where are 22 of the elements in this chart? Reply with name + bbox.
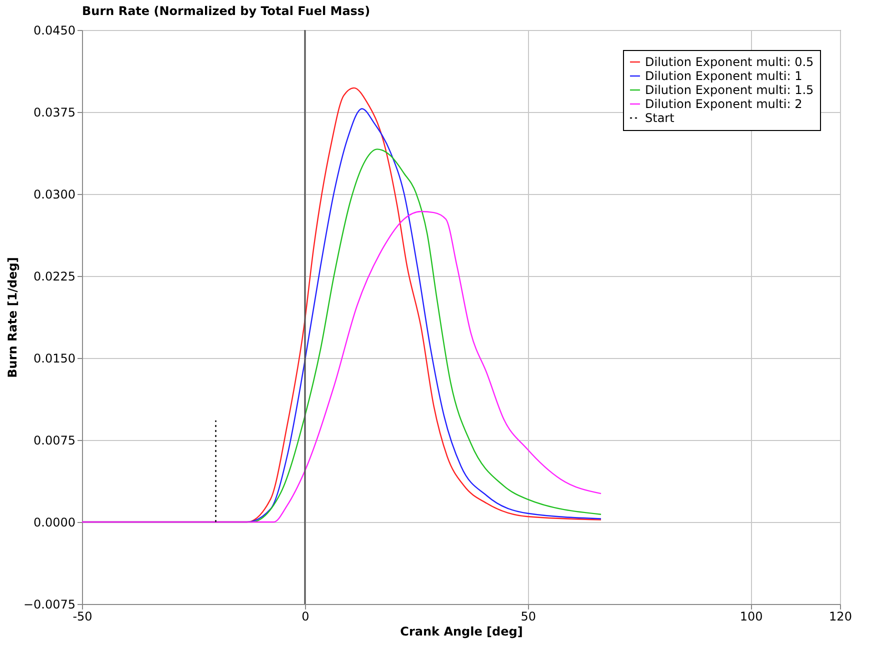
y-tick-label: −0.0075 — [23, 598, 76, 612]
y-tick-label: 0.0150 — [34, 352, 76, 366]
chart-title: Burn Rate (Normalized by Total Fuel Mass) — [82, 4, 370, 18]
y-tick-label: 0.0300 — [34, 188, 76, 202]
legend-label: Dilution Exponent multi: 1.5 — [645, 83, 814, 97]
legend-label: Dilution Exponent multi: 0.5 — [645, 55, 814, 69]
x-tick-label: 100 — [740, 610, 763, 624]
x-tick-label: 0 — [302, 610, 310, 624]
y-tick-label: 0.0075 — [34, 434, 76, 448]
legend-label: Dilution Exponent multi: 1 — [645, 69, 802, 83]
y-axis-title: Burn Rate [1/deg] — [5, 257, 20, 378]
x-tick-label: 120 — [829, 610, 852, 624]
x-axis-title: Crank Angle [deg] — [400, 624, 523, 638]
y-tick-label: 0.0000 — [34, 516, 76, 530]
legend-label: Start — [645, 111, 675, 125]
x-tick-label: -50 — [72, 610, 92, 624]
x-tick-label: 50 — [520, 610, 536, 624]
legend-label: Dilution Exponent multi: 2 — [645, 97, 802, 111]
line-series — [82, 210, 602, 523]
y-tick-label: 0.0450 — [34, 24, 76, 38]
y-tick-label: 0.0225 — [34, 270, 76, 284]
y-tick-label: 0.0375 — [34, 106, 76, 120]
